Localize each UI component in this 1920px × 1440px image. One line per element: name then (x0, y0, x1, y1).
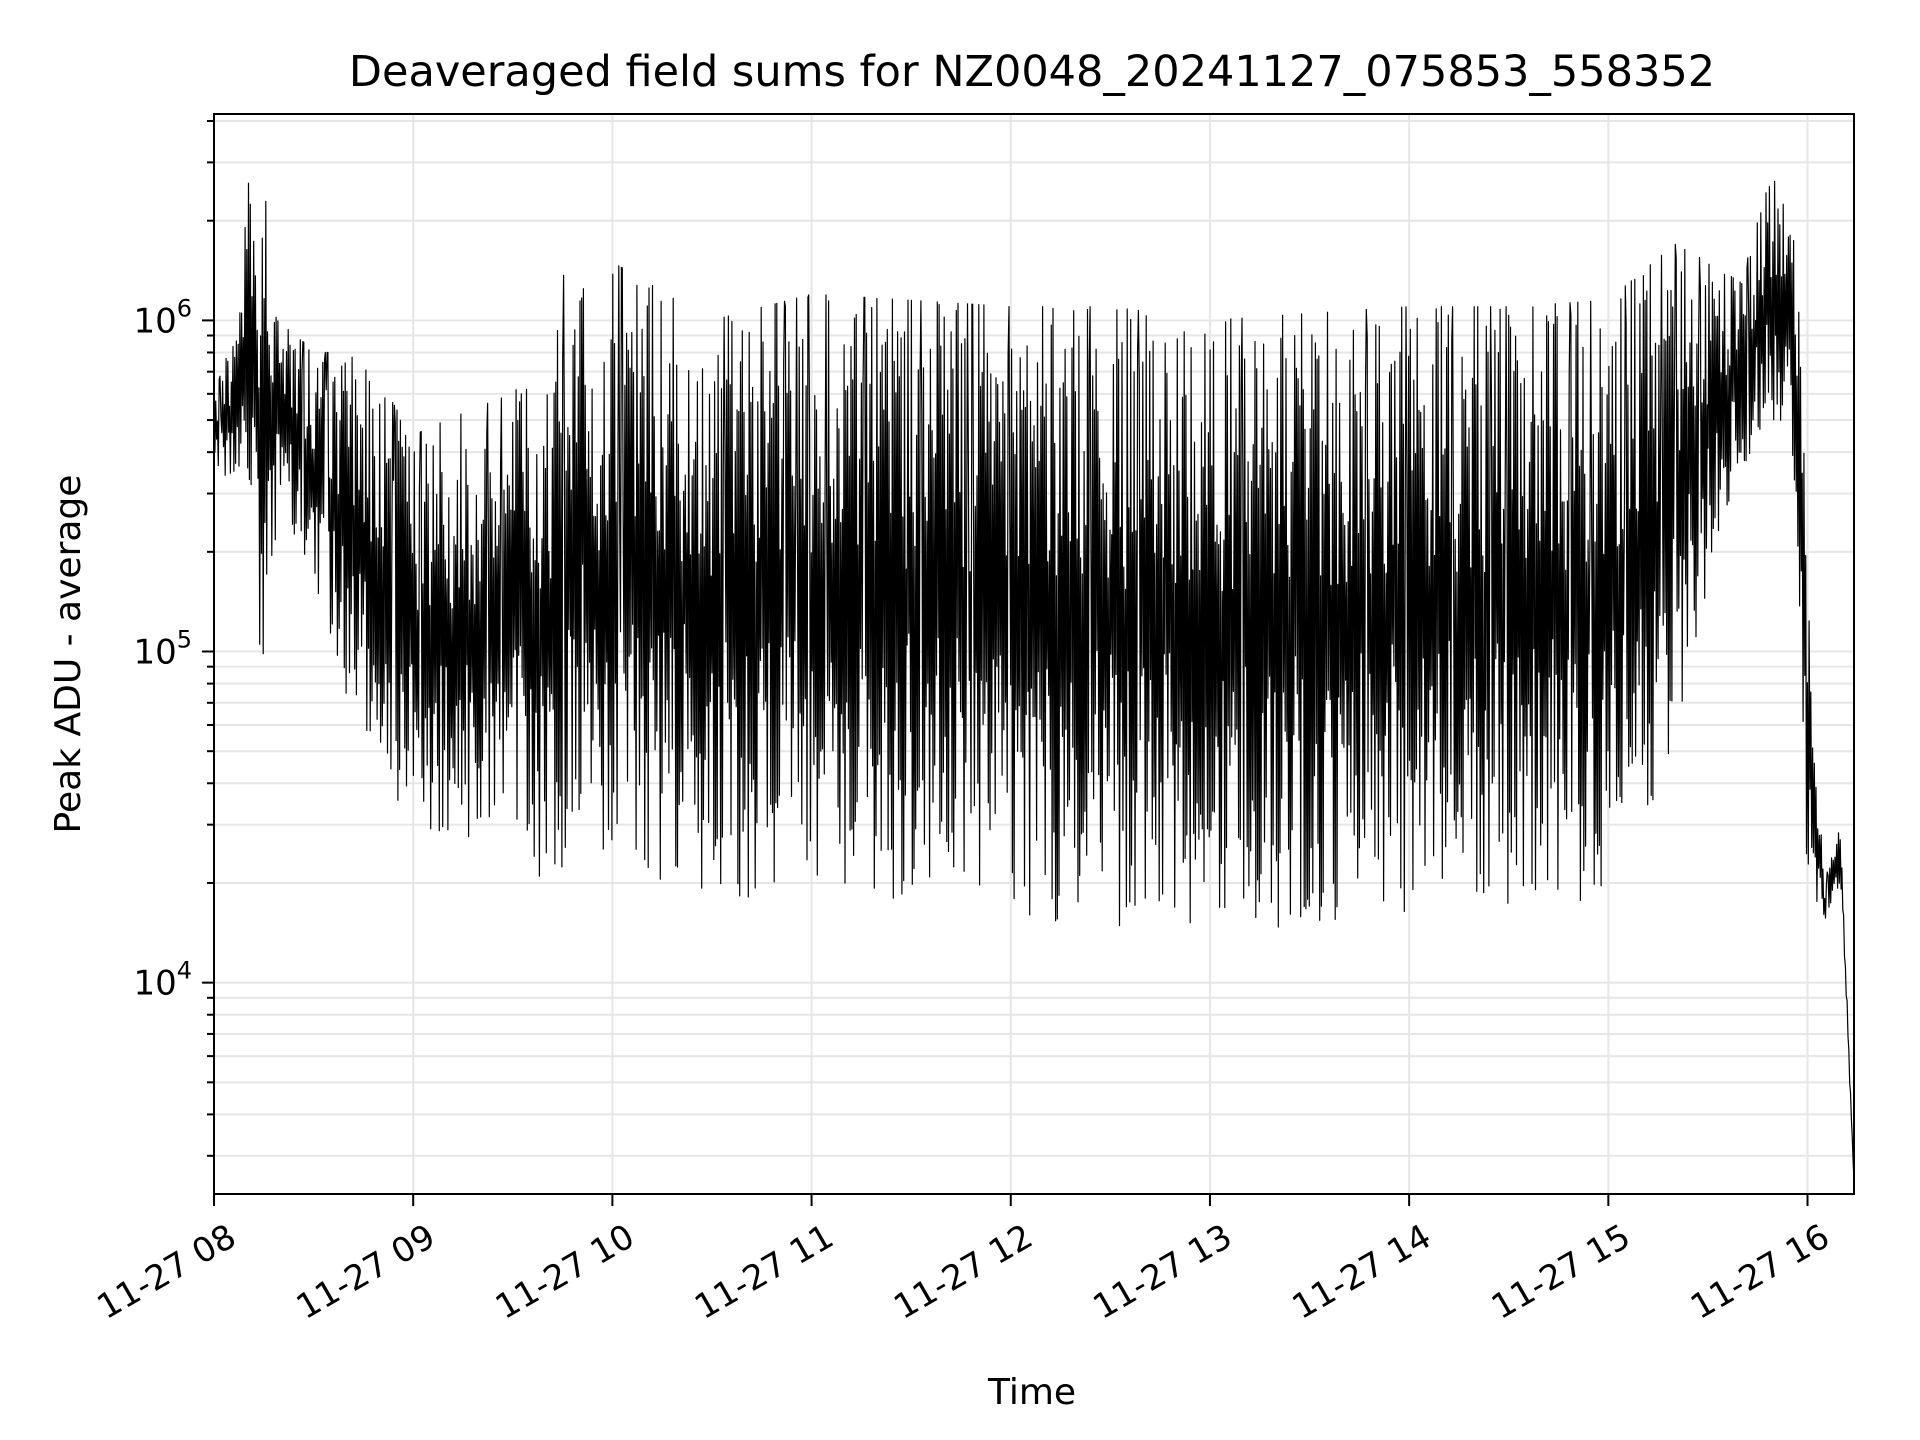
series-path (213, 180, 1855, 1183)
y-tick-label: 105 (133, 626, 192, 673)
series-line (213, 180, 1855, 1183)
plot-frame (213, 113, 1855, 1195)
y-axis-ticks: 104 105 106 (133, 120, 214, 1157)
x-axis-label: Time (987, 1372, 1076, 1413)
y-axis-label: Peak ADU - average (48, 475, 89, 834)
y-tick-label: 106 (133, 294, 192, 341)
chart-title: Deaveraged field sums for NZ0048_2024112… (349, 47, 1715, 97)
y-tick-label: 104 (133, 957, 192, 1004)
